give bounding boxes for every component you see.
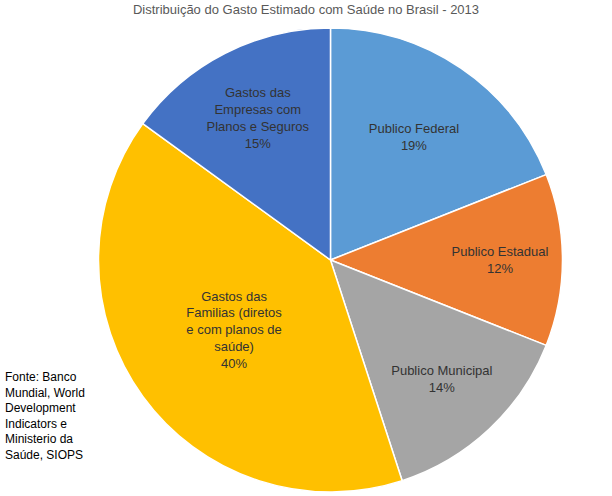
svg-text:Fonte: BancoMundial, WorldDeve: Fonte: BancoMundial, WorldDevelopmentInd… [5,370,85,462]
svg-text:Distribuição do Gasto Estimado: Distribuição do Gasto Estimado com Saúde… [133,2,479,17]
svg-text:Publico Municipal14%: Publico Municipal14% [391,363,492,395]
svg-text:Publico Estadual12%: Publico Estadual12% [452,244,549,276]
svg-text:Gastos dasFamilias (diretose c: Gastos dasFamilias (diretose com planos … [186,289,282,372]
svg-text:Publico Federal19%: Publico Federal19% [369,121,459,153]
svg-text:Gastos dasEmpresas comPlanos e: Gastos dasEmpresas comPlanos e Seguros15… [206,85,309,151]
